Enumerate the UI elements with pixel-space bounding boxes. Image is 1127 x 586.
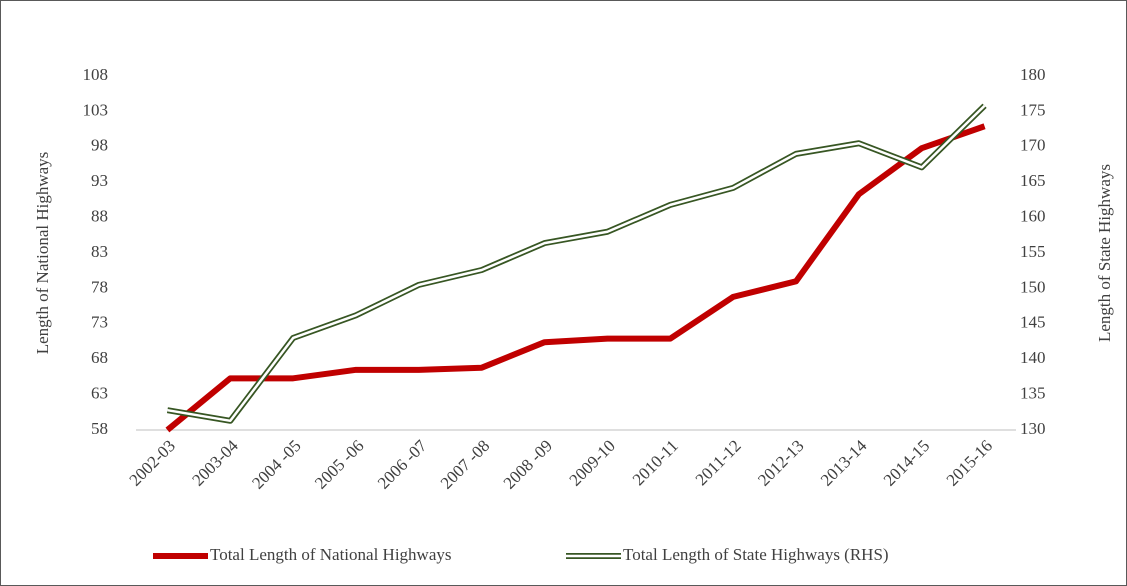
y-tick-label: 103	[83, 100, 109, 119]
y-tick-label: 83	[91, 242, 108, 261]
y-tick-label: 93	[91, 171, 108, 190]
y2-tick-label: 140	[1020, 348, 1046, 367]
y2-axis-label: Length of State Highways	[1095, 164, 1114, 342]
y-tick-label: 78	[91, 277, 108, 296]
y-tick-label: 73	[91, 313, 108, 332]
legend-label: Total Length of National Highways	[210, 545, 451, 564]
y2-tick-label: 135	[1020, 384, 1046, 403]
y2-tick-label: 150	[1020, 277, 1046, 296]
y2-tick-label: 180	[1020, 65, 1046, 84]
y-tick-label: 88	[91, 207, 108, 226]
series-line-inner	[167, 104, 986, 423]
y-tick-label: 58	[91, 419, 108, 438]
y2-tick-label: 175	[1020, 100, 1046, 119]
legend-label: Total Length of State Highways (RHS)	[623, 545, 889, 564]
y-tick-label: 68	[91, 348, 108, 367]
y2-tick-label: 155	[1020, 242, 1046, 261]
y-tick-label: 98	[91, 136, 108, 155]
y-tick-label: 108	[83, 65, 109, 84]
y2-tick-label: 145	[1020, 313, 1046, 332]
series-line	[165, 123, 986, 433]
y2-tick-label: 170	[1020, 136, 1046, 155]
y2-tick-label: 160	[1020, 207, 1046, 226]
y2-tick-label: 165	[1020, 171, 1046, 190]
y-tick-label: 63	[91, 384, 108, 403]
y-axis-label: Length of National Highways	[33, 152, 52, 355]
y2-tick-label: 130	[1020, 419, 1046, 438]
